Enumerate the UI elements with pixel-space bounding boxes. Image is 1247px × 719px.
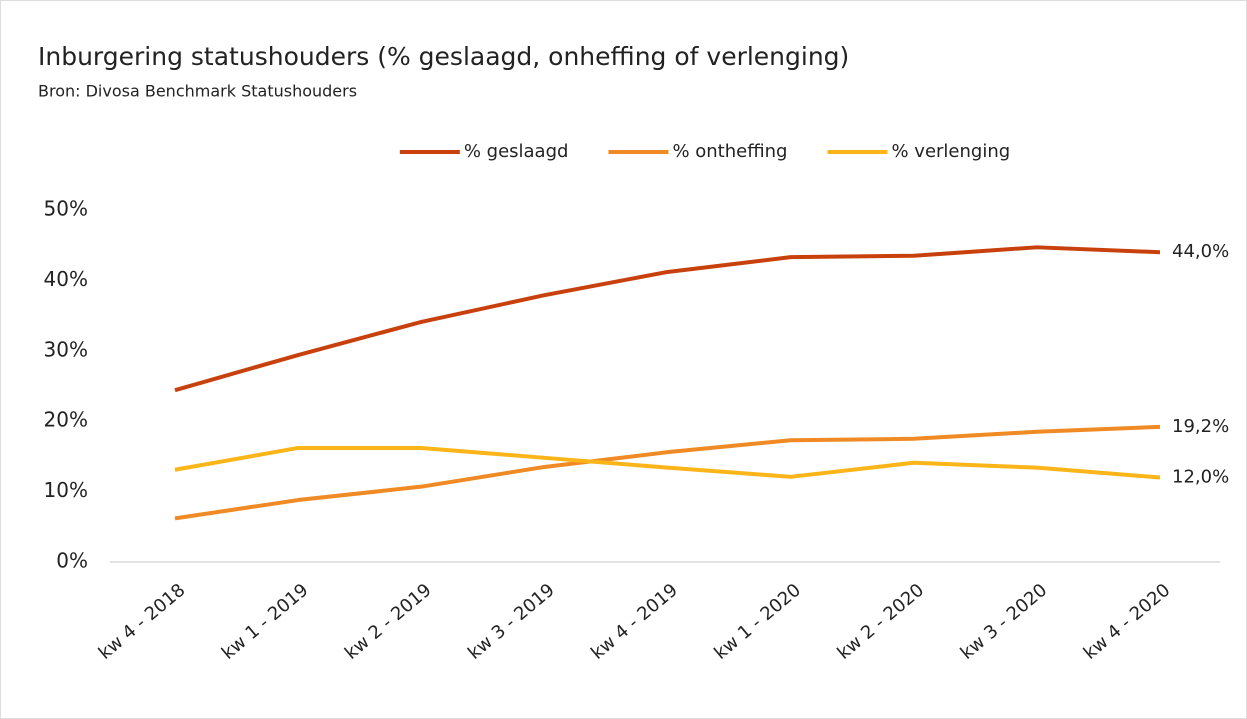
legend-label: % geslaagd bbox=[464, 141, 569, 162]
legend-label: % ontheffing bbox=[672, 141, 787, 162]
series-line bbox=[174, 424, 1161, 521]
data-label: 44,0% bbox=[1172, 241, 1229, 262]
legend-label: % verlenging bbox=[891, 141, 1010, 162]
y-tick-label: 50% bbox=[44, 197, 88, 221]
y-tick-label: 20% bbox=[44, 408, 88, 432]
chart-title: Inburgering statushouders (% geslaagd, o… bbox=[38, 42, 849, 71]
series-line bbox=[174, 245, 1161, 393]
chart-subtitle: Bron: Divosa Benchmark Statushouders bbox=[38, 82, 357, 101]
data-label: 12,0% bbox=[1172, 467, 1229, 488]
y-tick-label: 30% bbox=[44, 337, 88, 361]
y-tick-label: 0% bbox=[56, 549, 88, 573]
data-label: 19,2% bbox=[1172, 416, 1229, 437]
y-tick-label: 40% bbox=[44, 267, 88, 291]
series-line bbox=[174, 445, 1161, 480]
y-tick-label: 10% bbox=[44, 478, 88, 502]
